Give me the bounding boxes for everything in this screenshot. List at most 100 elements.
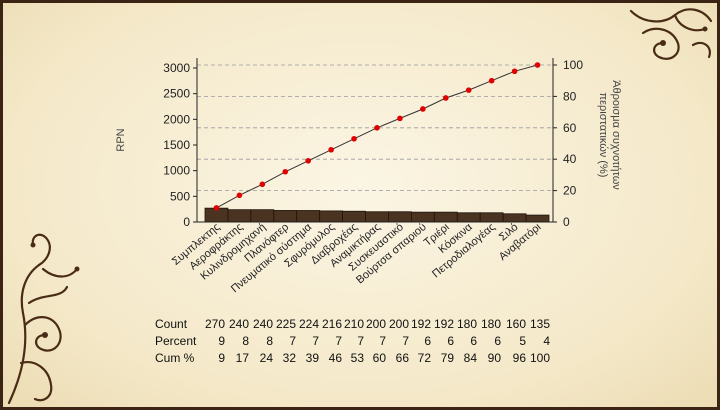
y-tick-label: 2500 [163, 87, 190, 101]
y-tick-label: 3000 [163, 61, 190, 75]
cumulative-point [534, 62, 541, 68]
bar [227, 209, 252, 223]
cumulative-point [443, 95, 449, 101]
pareto-chart: 0 500 1000 1500 2000 2500 3000 0 20 40 60 80 100 Συ… [7, 8, 713, 405]
table-cell: 6 [424, 334, 431, 348]
y-axis-right-label: Άθροισμα συχνοτήτωνπεριστατικών (%) [597, 80, 622, 190]
cumulative-point [488, 77, 495, 84]
bar [388, 211, 412, 223]
table-cell: 6 [494, 334, 501, 348]
table-cell: 7 [335, 334, 342, 348]
cumulative-point [213, 205, 220, 211]
bar [342, 210, 366, 223]
table-cell: 7 [312, 334, 319, 348]
bar [479, 212, 504, 223]
y-tick-label: 500 [170, 189, 190, 203]
table-cell: 17 [236, 351, 250, 365]
table-cell: 135 [530, 317, 550, 331]
right-ticks: 0 20 40 60 80 100 [553, 58, 583, 229]
y-tick-label: 1500 [163, 138, 190, 152]
y-right-tick-label: 100 [563, 58, 583, 72]
cumulative-point [374, 125, 380, 131]
table-cell: 32 [283, 351, 297, 365]
table-cell: 46 [329, 351, 343, 365]
table-cell: 200 [366, 317, 386, 331]
table-cell: 66 [396, 351, 410, 365]
cumulative-point [236, 192, 243, 199]
y-right-tick-label: 40 [563, 152, 577, 166]
bar [365, 211, 389, 223]
table-cell: 7 [357, 334, 364, 348]
table-row-label: Count [155, 317, 188, 331]
table-cell: 180 [481, 317, 501, 331]
table-cell: 8 [242, 334, 249, 348]
table-cell: 240 [253, 317, 273, 331]
table-cell: 60 [373, 351, 387, 365]
table-cell: 240 [229, 317, 249, 331]
left-ticks: 0 500 1000 1500 2000 2500 3000 [163, 61, 197, 229]
top-right-ornament-icon [629, 8, 713, 60]
cumulative-point [351, 135, 357, 142]
y-right-tick-label: 60 [563, 121, 577, 135]
cumulative-point [305, 157, 312, 164]
table-cell: 79 [441, 351, 455, 365]
bar [433, 211, 458, 223]
bar [410, 211, 435, 223]
bar [456, 212, 481, 223]
y-right-tick-label: 20 [563, 184, 577, 198]
cumulative-point [397, 115, 403, 122]
cumulative-point [465, 87, 472, 93]
table-cell: 270 [205, 317, 225, 331]
table-cell: 216 [322, 317, 342, 331]
table-cell: 160 [506, 317, 526, 331]
bar [502, 213, 527, 223]
table-row-label: Cum % [155, 351, 195, 365]
cumulative-point [259, 181, 266, 188]
table-cell: 200 [389, 317, 409, 331]
cumulative-point [420, 106, 426, 112]
table-cell: 6 [470, 334, 477, 348]
table-cell: 9 [218, 334, 225, 348]
cumulative-points [213, 62, 541, 211]
y-right-tick-label: 80 [563, 89, 577, 103]
table-cell: 96 [513, 351, 527, 365]
table-cell: 7 [379, 334, 386, 348]
y-tick-label: 2000 [163, 112, 190, 126]
table-cell: 90 [488, 351, 502, 365]
category-labels: ΣυμπλεκτηςΑεροφράκτηςΚυλινδρομηχανήΠλανό… [170, 221, 544, 296]
bar [525, 214, 550, 223]
table-cell: 84 [464, 351, 478, 365]
table-row-label: Percent [155, 334, 197, 348]
table-cell: 210 [344, 317, 364, 331]
bottom-left-ornament-icon [7, 233, 80, 405]
y-tick-label: 1000 [163, 164, 190, 178]
pareto-table: Count 270 240 240 225 224 216 210 200 200 192 192 18… [155, 317, 550, 365]
table-cell: 6 [447, 334, 454, 348]
y-tick-label: 0 [183, 215, 190, 229]
table-cell: 72 [418, 351, 432, 365]
table-cell: 224 [299, 317, 319, 331]
table-cell: 192 [411, 317, 431, 331]
table-cell: 9 [218, 351, 225, 365]
table-cell: 8 [266, 334, 273, 348]
bars [204, 207, 550, 223]
cumulative-point [282, 168, 289, 175]
table-cell: 192 [434, 317, 454, 331]
table-cell: 7 [402, 334, 409, 348]
table-cell: 53 [351, 351, 365, 365]
y-axis-label: RPN [115, 128, 127, 151]
cumulative-point [511, 68, 518, 75]
bar [273, 210, 298, 223]
table-cell: 7 [289, 334, 296, 348]
bar [250, 209, 275, 223]
cumulative-point [328, 146, 334, 153]
y-right-tick-label: 0 [563, 215, 570, 229]
table-cell: 4 [543, 334, 550, 348]
bar [319, 210, 343, 223]
table-cell: 180 [457, 317, 477, 331]
table-cell: 5 [519, 334, 526, 348]
table-cell: 24 [260, 351, 274, 365]
bar [296, 210, 321, 223]
table-cell: 39 [306, 351, 320, 365]
